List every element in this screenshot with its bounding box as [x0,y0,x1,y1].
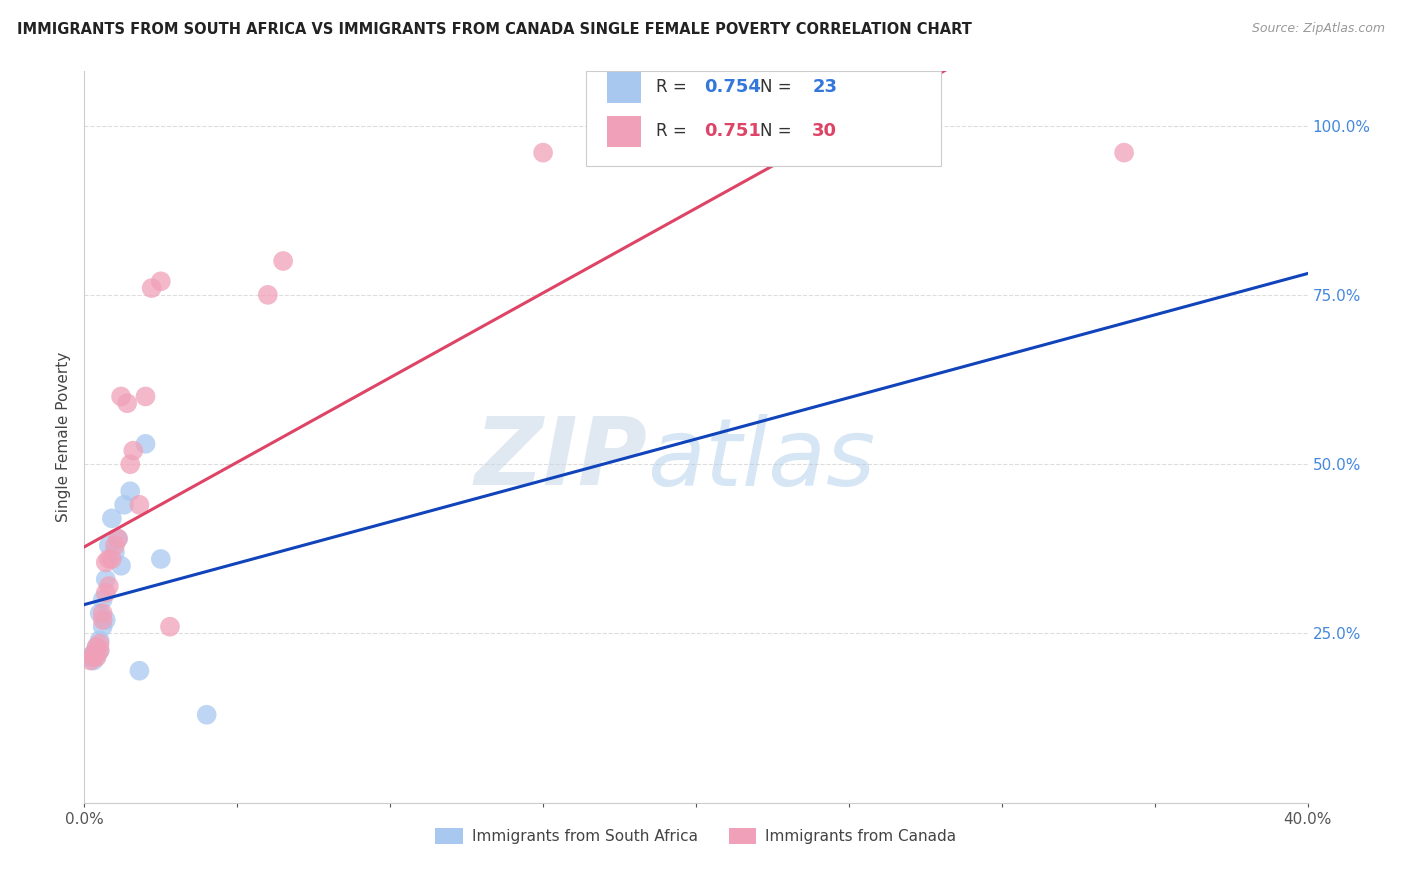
Point [110,558,132,573]
Text: N =: N = [759,122,796,140]
Point [86,640,108,654]
Point [149,274,172,288]
Point [120,457,142,471]
Point [135,389,157,403]
Point [86,650,108,665]
Text: atlas: atlas [647,414,876,505]
Point [79,650,101,665]
Point [91,606,114,620]
Y-axis label: Single Female Poverty: Single Female Poverty [56,352,72,522]
Point [97,552,120,566]
Point [120,484,142,499]
Point [141,281,163,295]
Point [135,437,157,451]
Point [257,288,280,302]
Point [79,654,101,668]
Point [91,592,114,607]
Point [86,640,108,654]
Point [531,145,554,160]
Point [128,498,150,512]
Text: 23: 23 [813,78,837,96]
Point [89,637,111,651]
Point [94,586,117,600]
Text: 0.754: 0.754 [704,78,762,96]
Text: N =: N = [759,78,796,96]
Point [107,532,129,546]
Point [107,532,129,546]
Point [83,654,105,668]
Point [91,613,114,627]
Point [83,650,105,665]
Legend: Immigrants from South Africa, Immigrants from Canada: Immigrants from South Africa, Immigrants… [429,822,963,850]
Point [271,254,294,268]
Point [104,545,127,559]
Point [94,555,117,569]
Text: R =: R = [655,122,692,140]
Point [89,643,111,657]
Point [83,647,105,661]
Point [104,538,127,552]
Text: 30: 30 [813,122,837,140]
Point [89,606,111,620]
Point [195,707,218,722]
Point [149,552,172,566]
Point [128,664,150,678]
Text: Source: ZipAtlas.com: Source: ZipAtlas.com [1251,22,1385,36]
Bar [606,116,641,146]
Point [1114,145,1136,160]
Text: IMMIGRANTS FROM SOUTH AFRICA VS IMMIGRANTS FROM CANADA SINGLE FEMALE POVERTY COR: IMMIGRANTS FROM SOUTH AFRICA VS IMMIGRAN… [17,22,972,37]
Point [122,443,145,458]
Point [97,538,120,552]
FancyBboxPatch shape [586,71,941,167]
Point [101,552,124,566]
Bar [606,72,641,103]
Point [83,647,105,661]
Point [91,620,114,634]
Point [685,145,707,160]
Point [101,511,124,525]
Point [159,620,181,634]
Point [97,579,120,593]
Point [112,498,135,512]
Point [86,648,108,662]
Point [115,396,138,410]
Text: ZIP: ZIP [474,413,647,505]
Point [94,572,117,586]
Text: R =: R = [655,78,692,96]
Point [94,613,117,627]
Text: 0.751: 0.751 [704,122,762,140]
Point [110,389,132,403]
Point [89,633,111,648]
Point [89,643,111,657]
